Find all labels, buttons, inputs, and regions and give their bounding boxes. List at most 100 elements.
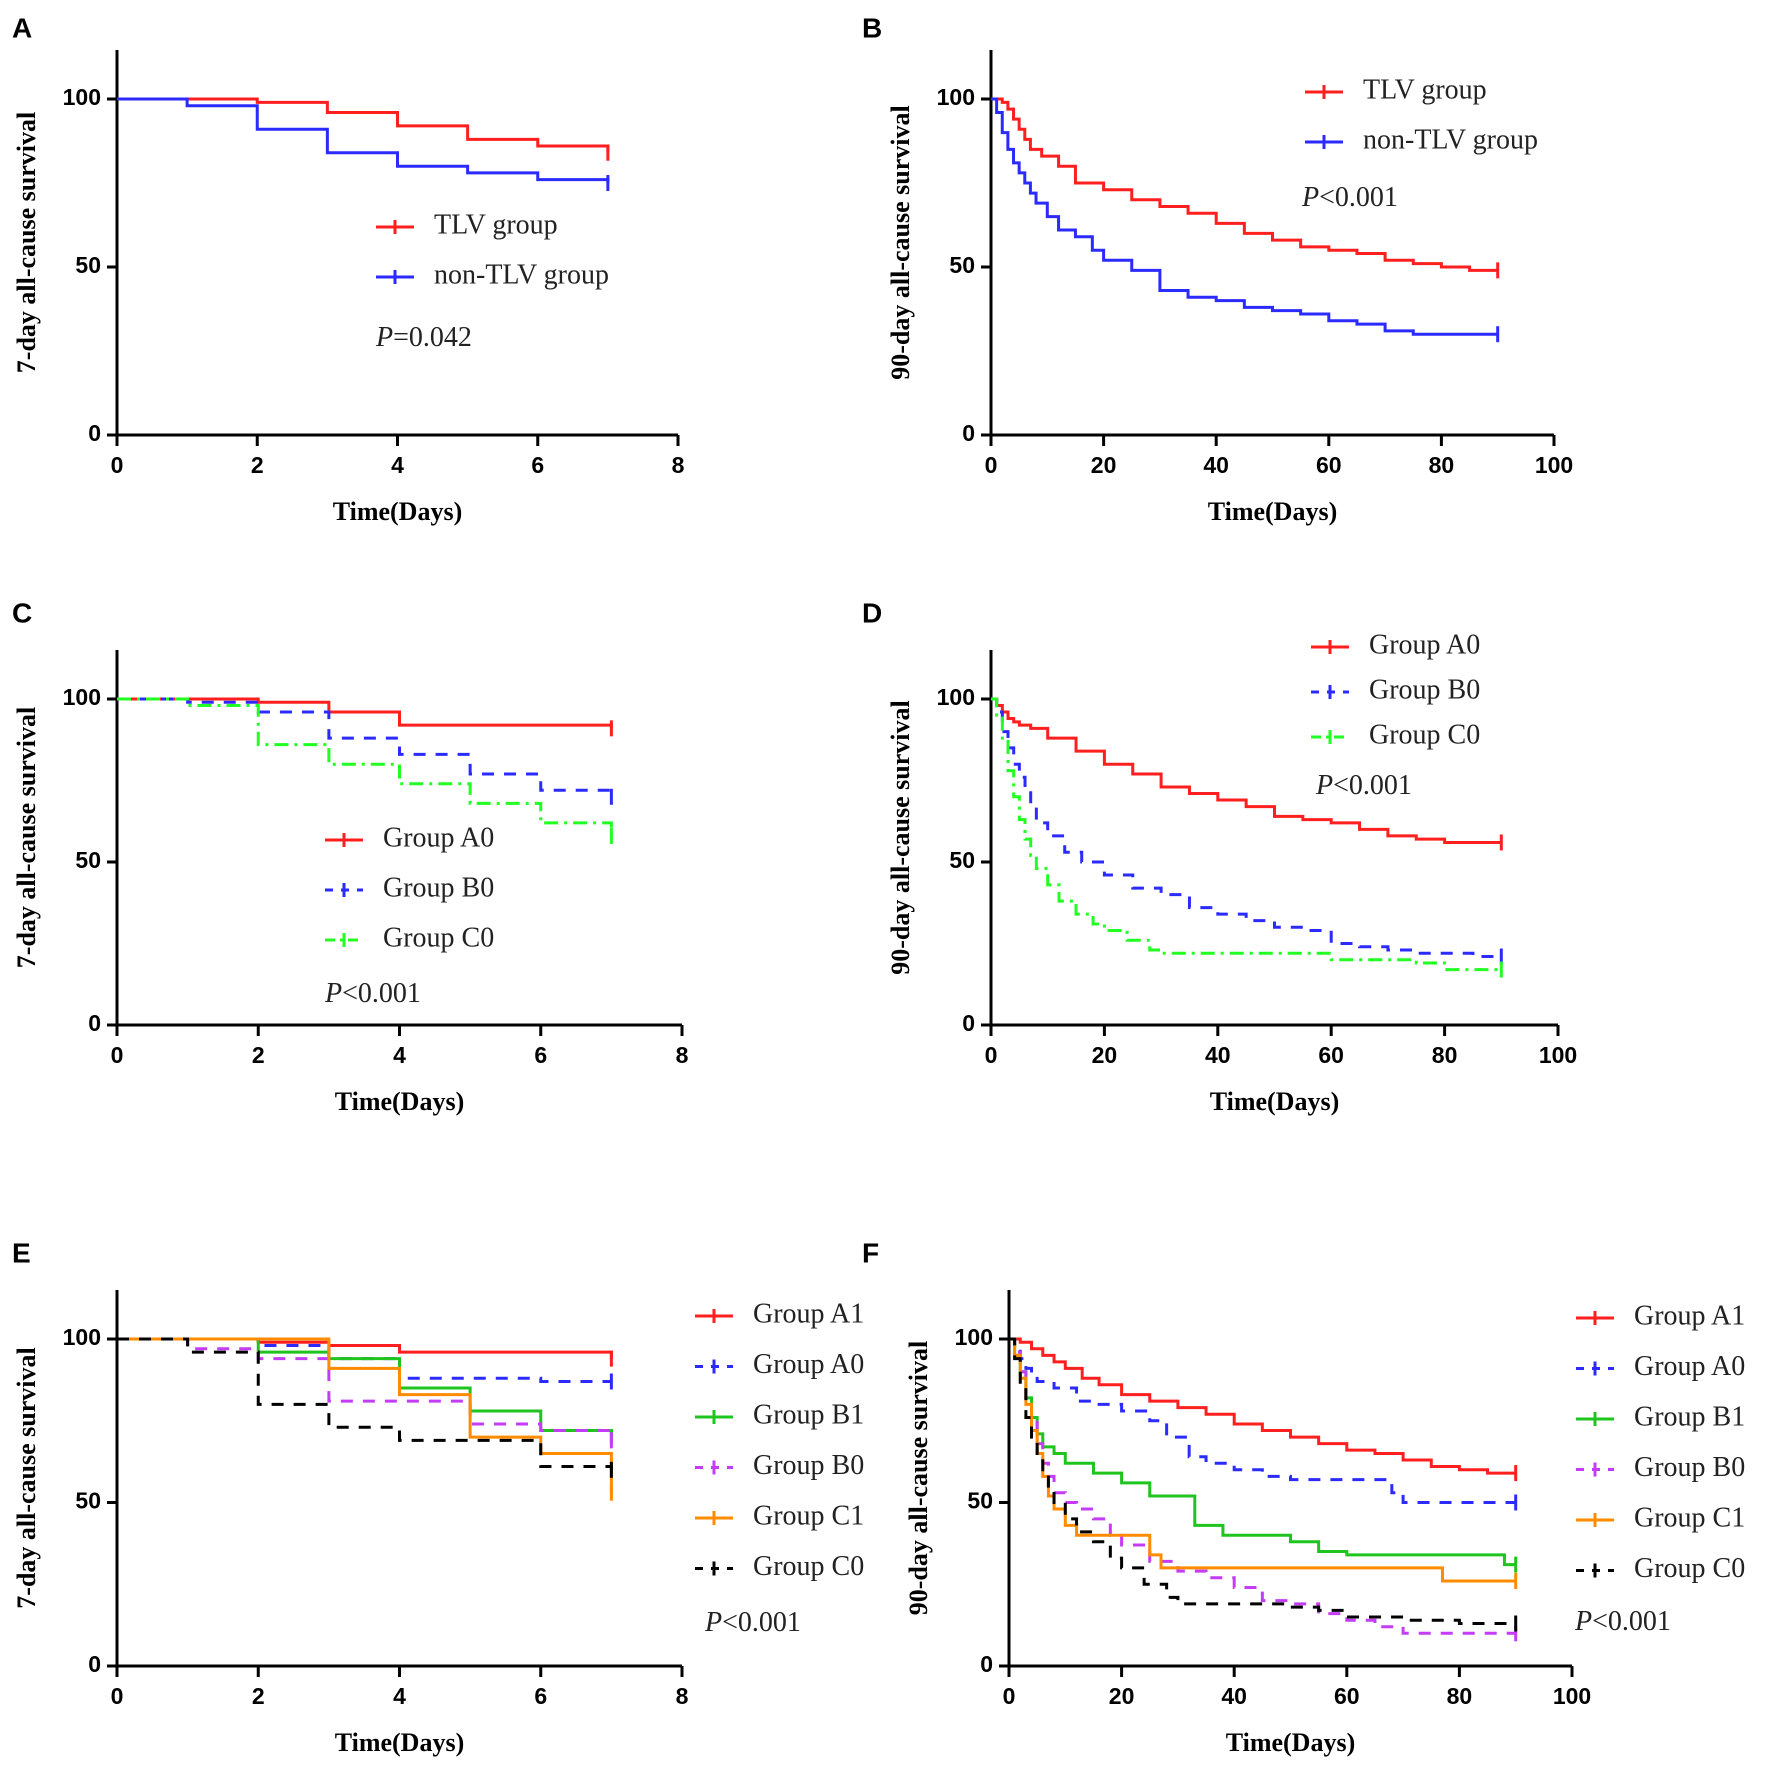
legend-label: TLV group [434,209,558,240]
y-tick-label: 100 [63,684,101,710]
panel-letter: E [12,1237,31,1268]
y-tick-label: 50 [75,847,101,873]
legend-label: Group A0 [1634,1351,1745,1382]
x-tick-label: 0 [985,452,998,478]
p-value: P<0.001 [704,1607,801,1638]
curve-group-c0 [991,697,1502,972]
curve-group-b0 [117,1337,613,1441]
p-value: P=0.042 [375,322,472,353]
y-tick-label: 100 [937,684,975,710]
curve-group-c0 [1009,1337,1516,1625]
y-tick-label: 100 [63,84,101,110]
curve-group-b0 [991,697,1502,959]
p-value: P<0.001 [324,978,421,1009]
legend-label: Group C0 [1634,1553,1745,1584]
legend-label: Group B0 [1369,674,1480,705]
curve-non-tlv-group [117,97,610,183]
y-tick-label: 0 [962,1010,975,1036]
x-axis-title: Time(Days) [335,1087,465,1116]
y-tick-label: 0 [962,420,975,446]
x-tick-label: 40 [1221,1683,1247,1709]
x-tick-label: 4 [393,1683,406,1709]
legend-label: non-TLV group [1363,124,1538,155]
x-tick-label: 80 [1432,1042,1458,1068]
x-tick-label: 100 [1535,452,1573,478]
legend-label: Group A1 [1634,1300,1745,1331]
legend-label: Group A0 [1369,629,1480,660]
x-axis-title: Time(Days) [333,497,463,526]
curve-group-b0 [1009,1337,1516,1635]
panel-c: C 0 50 100 0 2 4 6 8 Time(Days) 7-day all-cause su… [12,597,689,1116]
y-axis-title: 90-day all-cause survival [904,1341,933,1615]
x-tick-label: 20 [1109,1683,1135,1709]
x-tick-label: 4 [391,452,404,478]
legend-label: Group B0 [383,872,494,903]
curve-group-a1 [117,1337,613,1359]
legend-label: Group B0 [1634,1452,1745,1483]
y-tick-label: 100 [937,84,975,110]
x-tick-label: 4 [393,1042,406,1068]
y-tick-label: 100 [63,1324,101,1350]
x-tick-label: 80 [1447,1683,1473,1709]
legend-label: Group B0 [753,1450,864,1481]
legend-label: Group C1 [1634,1502,1745,1533]
x-tick-label: 2 [251,452,264,478]
curve-group-b0 [117,697,613,797]
x-tick-label: 2 [252,1683,265,1709]
x-tick-label: 2 [252,1042,265,1068]
y-axis-title: 90-day all-cause survival [886,105,915,379]
legend-label: Group B1 [753,1399,864,1430]
curve-group-c1 [1009,1337,1516,1583]
y-axis-title: 90-day all-cause survival [886,700,915,974]
panel-f: F 0 50 100 0 20 40 60 80 100 Time(Days) 90-day all-… [862,1237,1745,1757]
x-tick-label: 100 [1553,1683,1591,1709]
legend-label: Group A0 [383,822,494,853]
panel-d: D 0 50 100 0 20 40 60 80 100 Time(Days) 90-day all-… [862,597,1577,1116]
x-axis-title: Time(Days) [335,1728,465,1757]
x-tick-label: 0 [985,1042,998,1068]
x-tick-label: 60 [1334,1683,1360,1709]
p-value: P<0.001 [1574,1606,1671,1637]
x-tick-label: 8 [676,1683,689,1709]
legend-label: Group C0 [753,1551,864,1582]
curve-group-c0 [117,1337,613,1470]
x-tick-label: 8 [676,1042,689,1068]
legend-label: Group A1 [753,1298,864,1329]
x-tick-label: 0 [111,1683,124,1709]
x-tick-label: 40 [1205,1042,1231,1068]
curve-group-a0 [991,697,1502,844]
panel-letter: D [862,597,882,628]
x-axis-title: Time(Days) [1208,497,1338,526]
y-tick-label: 0 [88,420,101,446]
y-tick-label: 50 [75,252,101,278]
y-axis-title: 7-day all-cause survival [12,1347,41,1608]
panel-letter: C [12,597,32,628]
y-tick-label: 50 [967,1488,993,1514]
p-value: P<0.001 [1301,182,1398,213]
y-tick-label: 50 [75,1488,101,1514]
y-tick-label: 0 [980,1651,993,1677]
curve-group-a1 [1009,1337,1516,1475]
legend-label: Group C0 [1369,719,1480,750]
x-tick-label: 80 [1429,452,1455,478]
x-tick-label: 6 [531,452,544,478]
x-axis-title: Time(Days) [1226,1728,1356,1757]
y-tick-label: 50 [949,847,975,873]
legend-label: Group B1 [1634,1401,1745,1432]
curve-non-tlv-group [991,97,1498,336]
p-value: P<0.001 [1315,770,1412,801]
x-tick-label: 0 [1003,1683,1016,1709]
panel-letter: A [12,12,32,43]
legend-label: Group C1 [753,1500,864,1531]
x-tick-label: 20 [1091,452,1117,478]
y-tick-label: 50 [949,252,975,278]
y-tick-label: 0 [88,1651,101,1677]
x-tick-label: 20 [1092,1042,1118,1068]
panel-letter: F [862,1237,879,1268]
y-tick-label: 0 [88,1010,101,1036]
x-tick-label: 60 [1318,1042,1344,1068]
x-tick-label: 6 [534,1683,547,1709]
curve-tlv-group [117,97,610,153]
x-tick-label: 0 [111,452,124,478]
